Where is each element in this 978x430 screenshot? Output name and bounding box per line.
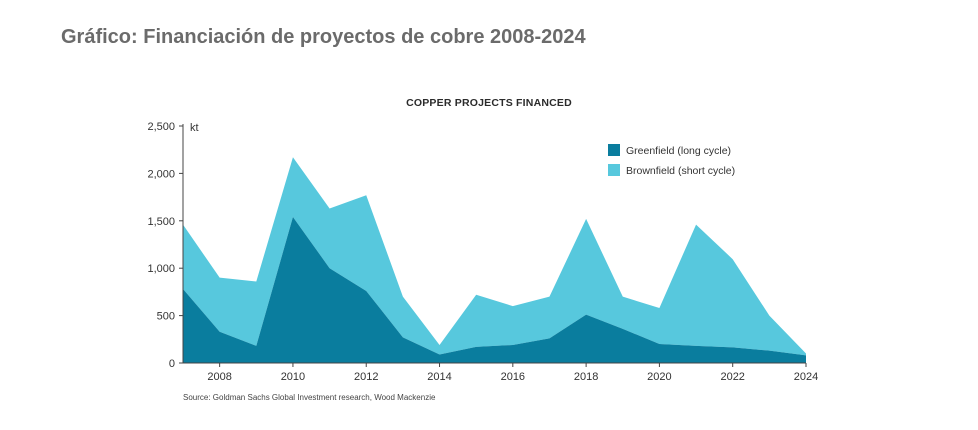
legend-swatch-1 (608, 164, 620, 176)
y-unit-label: kt (190, 122, 199, 134)
axes: 0 500 1,000 1,500 2,000 2,500 2008 2010 2012 2014… (147, 121, 818, 383)
chart-title: COPPER PROJECTS FINANCED (406, 97, 572, 109)
x-tick-label: 2012 (354, 371, 378, 383)
legend-swatch-0 (608, 144, 620, 156)
x-tick-label: 2010 (281, 371, 305, 383)
area-layers (183, 157, 806, 363)
x-tick-label: 2014 (427, 371, 451, 383)
page-heading: Gráfico: Financiación de proyectos de co… (61, 26, 586, 48)
x-tick-label: 2022 (720, 371, 744, 383)
y-tick-label: 1,500 (147, 216, 175, 228)
x-tick-label: 2018 (574, 371, 598, 383)
y-tick-label: 500 (157, 311, 175, 323)
x-tick-label: 2020 (647, 371, 671, 383)
y-tick-label: 2,500 (147, 121, 175, 133)
y-tick-label: 0 (169, 358, 175, 370)
x-tick-label: 2016 (501, 371, 525, 383)
area-series-0 (183, 217, 806, 363)
x-tick-label: 2024 (794, 371, 818, 383)
legend-label-1: Brownfield (short cycle) (626, 165, 735, 177)
legend: Greenfield (long cycle) Brownfield (short… (608, 144, 735, 177)
source-note: Source: Goldman Sachs Global Investment … (183, 393, 436, 402)
y-tick-label: 1,000 (147, 263, 175, 275)
legend-label-0: Greenfield (long cycle) (626, 145, 731, 157)
x-tick-label: 2008 (207, 371, 231, 383)
y-tick-label: 2,000 (147, 168, 175, 180)
area-series-1 (183, 157, 806, 356)
